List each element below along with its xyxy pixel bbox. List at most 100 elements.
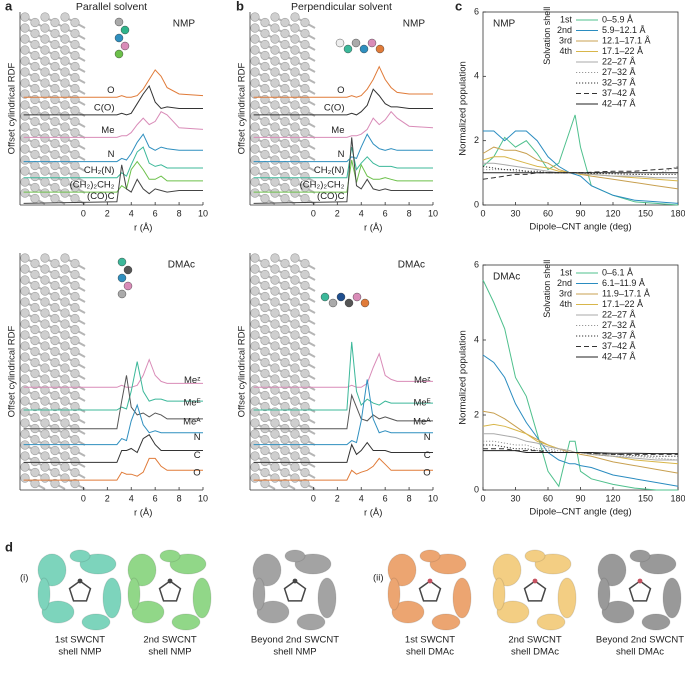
series-label: C	[424, 450, 431, 461]
cnt-atom	[30, 193, 40, 204]
cnt-atom	[40, 374, 50, 384]
atom	[343, 44, 353, 54]
cnt-atom	[260, 390, 270, 401]
cnt-atom	[70, 39, 80, 50]
cnt-atom	[30, 61, 40, 72]
cnt-atom	[270, 188, 280, 198]
panel-label: d	[5, 539, 13, 554]
cnt-atom	[50, 17, 60, 28]
shell-label: 1st	[560, 267, 573, 277]
cnt-atom	[70, 291, 80, 302]
x-tick-label: 2	[335, 208, 340, 218]
series-line	[23, 403, 203, 446]
caption-line: shell DMAc	[406, 647, 454, 658]
cnt-atom	[20, 286, 30, 296]
cnt-atom	[70, 61, 80, 72]
cnt-atom	[270, 23, 280, 33]
cnt-atom	[290, 111, 300, 121]
cnt-atom	[290, 352, 300, 362]
isosurface-lobe	[557, 577, 577, 619]
x-tick-label: 8	[177, 493, 182, 503]
cnt-atom	[20, 429, 30, 439]
cnt-atom	[250, 319, 260, 329]
cnt-atom	[270, 133, 280, 143]
atom	[117, 289, 127, 299]
nanotube	[250, 253, 316, 490]
cnt-atom	[60, 286, 70, 296]
cnt-atom	[250, 264, 260, 274]
cnt-atom	[300, 17, 310, 28]
cnt-atom	[20, 341, 30, 351]
cnt-atom	[50, 269, 60, 280]
x-tick-label: 60	[543, 208, 553, 218]
cnt-atom	[50, 105, 60, 116]
cnt-atom	[20, 407, 30, 417]
legend-label: 17.1–22 Å	[602, 46, 643, 56]
cnt-atom	[60, 155, 70, 165]
series-line	[23, 160, 203, 193]
cnt-atom	[20, 396, 30, 406]
cnt-atom	[250, 166, 260, 176]
series-label: Meᶻ	[414, 375, 431, 386]
x-axis-label: Dipole–CNT angle (deg)	[529, 222, 631, 233]
cnt-atom	[260, 61, 270, 72]
atom	[328, 298, 338, 308]
isosurface-lobe	[452, 577, 472, 619]
series-line	[482, 279, 678, 491]
cnt-atom	[280, 182, 290, 193]
cnt-atom	[20, 418, 30, 428]
cnt-atom	[60, 111, 70, 121]
cnt-atom	[280, 401, 290, 412]
cnt-atom	[30, 182, 40, 193]
legend-label: 5.9–12.1 Å	[602, 25, 646, 35]
cnt-atom	[300, 478, 310, 489]
solvent-atom	[637, 578, 643, 584]
series-label: O	[423, 468, 430, 479]
x-tick-label: 120	[605, 493, 620, 503]
legend-label: 0–5.9 Å	[602, 14, 633, 24]
cnt-atom	[60, 275, 70, 285]
series-label: (CO)C	[87, 191, 115, 202]
x-axis-label: r (Å)	[134, 223, 152, 234]
cnt-atom	[270, 89, 280, 99]
cnt-atom	[280, 335, 290, 346]
solvent-atom	[292, 578, 298, 584]
cnt-atom	[60, 352, 70, 362]
cnt-atom	[50, 39, 60, 50]
cnt-atom	[290, 429, 300, 439]
cnt-atom	[70, 390, 80, 401]
cnt-atom	[20, 297, 30, 307]
isosurface-lobe	[284, 549, 306, 563]
cnt-atom	[30, 434, 40, 445]
series-label: Meᴬ	[183, 416, 201, 427]
atom	[117, 257, 127, 267]
isosurface-lobe	[37, 577, 51, 611]
cnt-atom	[260, 193, 270, 204]
cnt-atom	[270, 308, 280, 318]
cnt-atom	[50, 291, 60, 302]
cnt-atom	[40, 78, 50, 88]
isosurface-lobe	[639, 553, 677, 575]
cnt-atom	[270, 330, 280, 340]
series-line	[253, 341, 433, 411]
cnt-atom	[30, 269, 40, 280]
cnt-atom	[30, 72, 40, 83]
cnt-atom	[60, 188, 70, 198]
cnt-atom	[70, 160, 80, 171]
cnt-atom	[280, 83, 290, 94]
cnt-atom	[60, 56, 70, 66]
cnt-atom	[270, 275, 280, 285]
cnt-atom	[50, 467, 60, 478]
cnt-atom	[250, 45, 260, 55]
cnt-atom	[50, 280, 60, 291]
cnt-atom	[70, 357, 80, 368]
cnt-atom	[20, 100, 30, 110]
cnt-atom	[300, 193, 310, 204]
cnt-atom	[50, 50, 60, 61]
cnt-atom	[40, 23, 50, 33]
cnt-atom	[270, 363, 280, 373]
cnt-atom	[270, 122, 280, 132]
cnt-atom	[280, 390, 290, 401]
cnt-atom	[20, 67, 30, 77]
cnt-atom	[280, 61, 290, 72]
